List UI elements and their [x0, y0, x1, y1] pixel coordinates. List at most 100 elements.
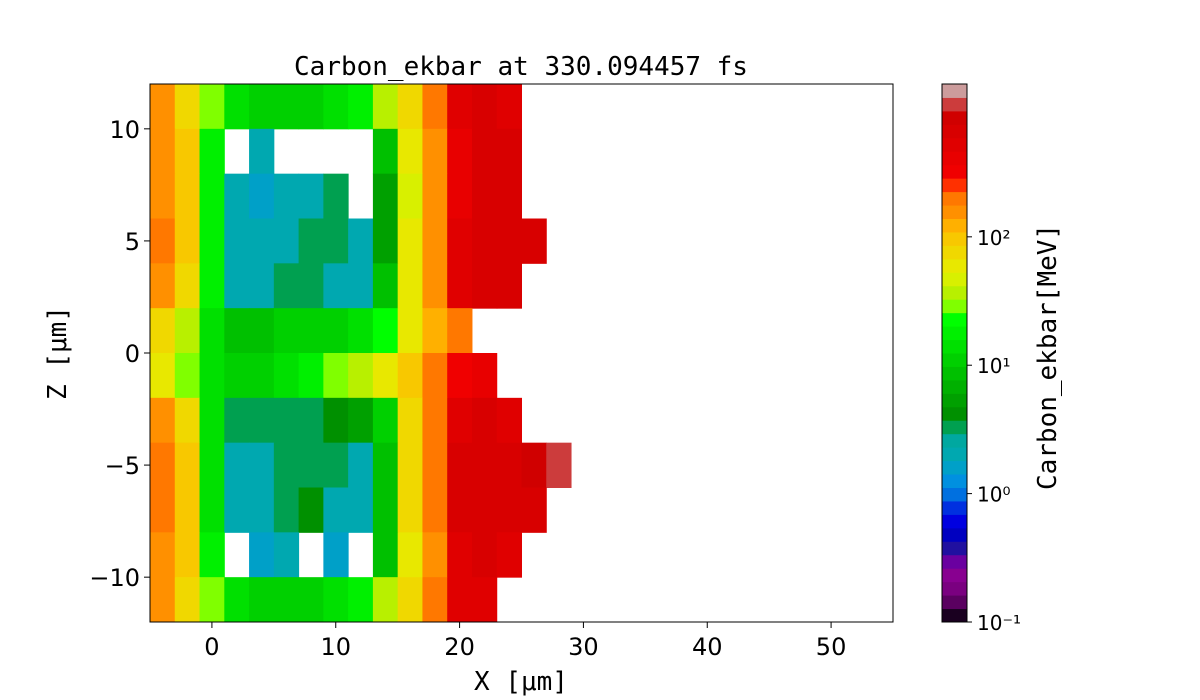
heatmap-cell — [273, 218, 300, 264]
colorbar-label: Carbon_ekbar[MeV] — [1033, 224, 1063, 490]
heatmap-cell — [422, 353, 448, 399]
colorbar-band — [942, 151, 967, 166]
heatmap-cell — [447, 84, 473, 130]
heatmap-cell — [348, 263, 374, 309]
colorbar-band — [942, 500, 967, 515]
heatmap-cell — [422, 487, 448, 533]
heatmap-cell — [348, 308, 374, 354]
heatmap-cell — [224, 218, 250, 264]
heatmap-cell — [422, 218, 448, 264]
heatmap-cell — [199, 218, 225, 264]
heatmap-cell — [447, 487, 473, 533]
heatmap-cell — [496, 487, 522, 533]
heatmap-cell — [273, 487, 300, 533]
heatmap-cell — [397, 442, 423, 488]
heatmap-cell — [397, 84, 423, 130]
heatmap-cell — [273, 442, 300, 488]
heatmap-cell — [348, 353, 374, 399]
colorbar-band — [942, 487, 967, 502]
colorbar-band — [942, 178, 967, 193]
heatmap-cell — [372, 308, 399, 354]
heatmap-cell — [447, 173, 473, 219]
heatmap-cell — [298, 218, 324, 264]
y-axis: −10 −5 0 5 10 — [89, 116, 150, 592]
colorbar-band — [942, 97, 967, 112]
colorbar-band — [942, 84, 967, 98]
heatmap-cell — [372, 442, 399, 488]
heatmap-cell — [348, 218, 374, 264]
heatmap-cell — [174, 577, 201, 623]
heatmap-cell — [298, 173, 324, 219]
heatmap-cell — [273, 397, 300, 444]
heatmap-cell — [496, 173, 522, 219]
heatmap-cell — [348, 577, 374, 623]
x-tick-label: 10 — [320, 633, 351, 661]
heatmap-cell — [447, 532, 473, 578]
heatmap-cell — [323, 487, 349, 533]
heatmap-cell — [174, 218, 201, 264]
heatmap-cell — [447, 128, 473, 175]
colorbar-band — [942, 205, 967, 219]
heatmap-cell — [273, 308, 300, 354]
colorbar-band — [942, 568, 967, 583]
heatmap-cell — [273, 353, 300, 399]
heatmap-cells — [150, 84, 572, 623]
y-tick-label: 0 — [125, 340, 140, 368]
heatmap-cell — [372, 353, 399, 399]
heatmap-cell — [273, 263, 300, 309]
heatmap-cell — [422, 577, 448, 623]
heatmap-cell — [150, 128, 176, 175]
heatmap-cell — [150, 487, 176, 533]
colorbar-band — [942, 245, 967, 260]
heatmap-cell — [348, 84, 374, 130]
colorbar-band — [942, 137, 967, 152]
heatmap-cell — [496, 263, 522, 309]
heatmap-cell — [298, 487, 324, 533]
heatmap-cell — [199, 84, 225, 130]
heatmap-cell — [471, 442, 498, 488]
heatmap-cell — [323, 84, 349, 130]
y-tick-label: −5 — [105, 452, 140, 480]
y-tick-label: −10 — [89, 564, 140, 592]
heatmap-cell — [397, 128, 423, 175]
heatmap-cell — [471, 218, 498, 264]
colorbar-band — [942, 110, 967, 125]
heatmap-cell — [397, 308, 423, 354]
heatmap-cell — [372, 128, 399, 175]
x-axis: 0 10 20 30 40 50 — [204, 622, 846, 661]
heatmap-cell — [372, 218, 399, 264]
colorbar-band — [942, 393, 967, 408]
heatmap-cell — [249, 128, 275, 175]
heatmap-cell — [298, 577, 324, 623]
heatmap-cell — [323, 218, 349, 264]
heatmap-cell — [397, 487, 423, 533]
colorbar-band — [942, 420, 967, 435]
heatmap-cell — [348, 397, 374, 444]
heatmap-cell — [397, 173, 423, 219]
heatmap-cell — [397, 218, 423, 264]
heatmap-cell — [372, 487, 399, 533]
heatmap-cell — [521, 218, 547, 264]
heatmap-cell — [174, 442, 201, 488]
heatmap-cell — [298, 263, 324, 309]
x-tick-label: 30 — [568, 633, 599, 661]
heatmap-cell — [150, 84, 176, 130]
heatmap-cell — [224, 173, 250, 219]
heatmap-cell — [224, 353, 250, 399]
heatmap-cell — [273, 532, 300, 578]
colorbar-band — [942, 366, 967, 381]
heatmap-cell — [224, 308, 250, 354]
heatmap-cell — [199, 173, 225, 219]
colorbar-band — [942, 258, 967, 273]
colorbar: 10⁻¹ 10⁰ 10¹ 10² — [941, 83, 1021, 635]
heatmap-cell — [471, 353, 498, 399]
colorbar-band — [942, 581, 967, 596]
heatmap-cell — [323, 263, 349, 309]
heatmap-cell — [496, 218, 522, 264]
heatmap-cell — [199, 263, 225, 309]
heatmap-cell — [174, 308, 201, 354]
heatmap-cell — [298, 397, 324, 444]
y-tick-label: 5 — [125, 228, 140, 256]
heatmap-cell — [174, 353, 201, 399]
heatmap-cell — [447, 397, 473, 444]
